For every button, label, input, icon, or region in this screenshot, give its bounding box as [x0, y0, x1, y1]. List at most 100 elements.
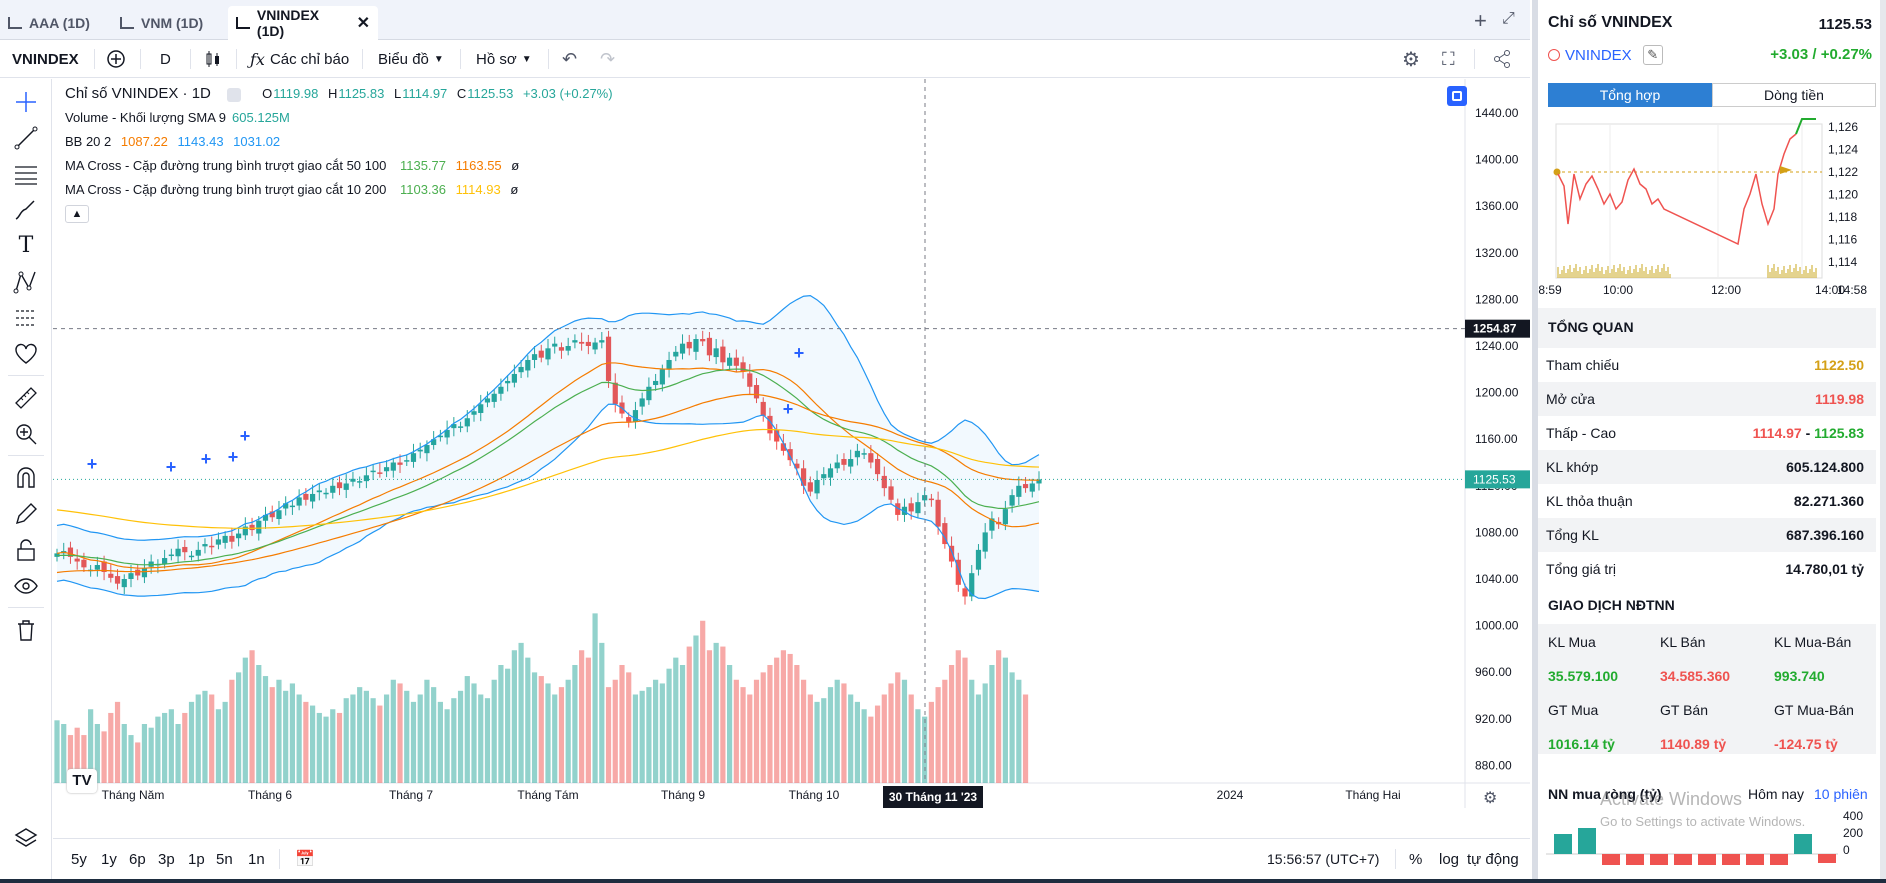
range-1m[interactable]: 1p — [188, 850, 205, 868]
nn-bar — [1554, 834, 1572, 854]
volume-bar — [188, 701, 195, 783]
volume-bar — [955, 650, 961, 783]
layers-icon[interactable] — [13, 825, 39, 851]
nn-period[interactable]: Hôm nay — [1748, 786, 1805, 802]
percent-scale[interactable]: % — [1409, 850, 1423, 868]
add-tab-icon[interactable]: + — [1474, 8, 1487, 33]
candle-body — [229, 535, 235, 542]
gt-mua-value: 1016.14 tỷ — [1548, 736, 1615, 752]
volume-bar — [471, 683, 477, 783]
undo-button[interactable]: ↶ — [562, 40, 577, 78]
volume-bar — [942, 679, 948, 783]
chart-pane[interactable]: 1440.00 1400.00 1360.00 1320.00 1280.00 1240.… — [53, 79, 1530, 808]
nn-bar — [1578, 828, 1596, 854]
candle-body — [67, 547, 74, 557]
volume-bar — [108, 712, 114, 783]
chart-type-dropdown[interactable]: Biểu đồ ▼ — [378, 50, 444, 68]
overview-row: Thấp - Cao 1114.97 - 1125.83 — [1538, 416, 1876, 450]
symbol-search[interactable]: VNINDEX — [12, 50, 79, 68]
log-scale[interactable]: log — [1439, 850, 1460, 868]
volume-bar — [861, 709, 867, 783]
volume-bar — [236, 672, 242, 783]
candle-body — [975, 549, 982, 570]
panel-scrollbar[interactable] — [1880, 0, 1886, 883]
magnet-icon[interactable] — [13, 465, 39, 491]
pencil-lock-icon[interactable] — [13, 501, 39, 527]
compare-button[interactable] — [106, 40, 126, 78]
candle-body — [834, 462, 840, 469]
fullscreen-icon: ⛶ — [1442, 48, 1455, 69]
clock[interactable]: 15:56:57 (UTC+7) — [1267, 851, 1380, 867]
tab-vnindex[interactable]: VNINDEX (1D) ✕ — [228, 6, 378, 40]
candle-body — [935, 499, 941, 527]
range-5y[interactable]: 5y — [71, 850, 87, 868]
volume-bar — [242, 657, 248, 783]
candle-body — [774, 429, 780, 442]
panel-symbol[interactable]: VNINDEX ✎ — [1548, 45, 1663, 65]
mini-volume — [1557, 264, 1817, 278]
legend-options[interactable] — [226, 87, 241, 102]
mini-y-label: 1,126 — [1828, 120, 1858, 134]
sync-button[interactable] — [1447, 86, 1467, 106]
candle-body — [518, 366, 524, 373]
trendline-icon[interactable] — [13, 125, 39, 151]
trash-icon[interactable] — [13, 617, 39, 643]
volume-bar — [162, 712, 168, 783]
fullscreen-button[interactable]: ⛶ — [1442, 40, 1455, 78]
brush-icon[interactable] — [13, 197, 39, 223]
volume-bar — [505, 668, 511, 783]
volume-bar — [814, 701, 820, 783]
volume-bar — [922, 716, 928, 783]
candle-body — [632, 410, 639, 422]
volume-bar — [552, 694, 558, 783]
candle-type-button[interactable] — [204, 40, 222, 78]
windows-watermark: Activate Windows — [1600, 789, 1743, 809]
foreign-heading: GIAO DỊCH NĐTNN — [1548, 597, 1675, 613]
fib-lines-icon[interactable] — [13, 161, 39, 187]
edit-icon[interactable]: ✎ — [1642, 45, 1663, 65]
text-tool-icon[interactable]: T — [18, 233, 34, 258]
candle-body — [424, 445, 430, 454]
tab-overview[interactable]: Tổng hợp — [1548, 83, 1712, 107]
close-icon[interactable]: ✕ — [356, 15, 370, 32]
nn-sessions[interactable]: 10 phiên — [1814, 786, 1868, 802]
candle-body — [1016, 485, 1022, 497]
pattern-icon[interactable] — [13, 269, 39, 295]
legend-main: Chỉ số VNINDEX · 1D O1119.98 H1125.83 L1… — [65, 85, 613, 102]
candle-body — [1009, 495, 1015, 506]
expand-icon[interactable]: ⤢ — [1502, 10, 1515, 27]
volume-bar — [330, 709, 336, 783]
heart-icon[interactable] — [13, 341, 39, 367]
auto-scale[interactable]: tự động — [1467, 850, 1519, 868]
eye-icon[interactable] — [13, 573, 39, 599]
candle-body — [626, 417, 632, 422]
lock-icon[interactable] — [13, 537, 39, 563]
forecast-icon[interactable] — [13, 305, 39, 331]
range-1d[interactable]: 1n — [248, 850, 265, 868]
candle-body — [572, 340, 578, 343]
profile-dropdown[interactable]: Hồ sơ ▼ — [476, 50, 532, 68]
tab-aaa[interactable]: AAA (1D) — [0, 6, 98, 40]
price-chart[interactable]: 1440.00 1400.00 1360.00 1320.00 1280.00 1240.… — [53, 79, 1530, 838]
date-range-button[interactable]: 📅 — [295, 839, 315, 879]
indicators-button[interactable]: ƒx Các chỉ báo — [250, 49, 350, 69]
zoom-icon[interactable] — [13, 421, 39, 447]
tradingview-logo[interactable]: TV — [67, 769, 97, 793]
tab-money-flow[interactable]: Dòng tiền — [1712, 83, 1876, 107]
mini-x-label: 12:00 — [1711, 283, 1741, 297]
collapse-legend-button[interactable]: ▲ — [65, 205, 89, 223]
range-5d[interactable]: 5n — [216, 850, 233, 868]
candle-body — [478, 404, 484, 413]
redo-button[interactable]: ↷ — [600, 40, 615, 78]
range-3m[interactable]: 3p — [158, 850, 175, 868]
ruler-icon[interactable] — [13, 385, 39, 411]
volume-bar — [881, 694, 887, 783]
share-button[interactable] — [1492, 40, 1512, 78]
interval-button[interactable]: D — [160, 50, 171, 68]
range-6m[interactable]: 6p — [129, 850, 146, 868]
crosshair-icon[interactable] — [13, 89, 39, 115]
settings-button[interactable]: ⚙ — [1402, 40, 1420, 78]
volume-bar — [202, 690, 208, 783]
tab-vnm[interactable]: VNM (1D) — [112, 6, 211, 40]
range-1y[interactable]: 1y — [101, 850, 117, 868]
